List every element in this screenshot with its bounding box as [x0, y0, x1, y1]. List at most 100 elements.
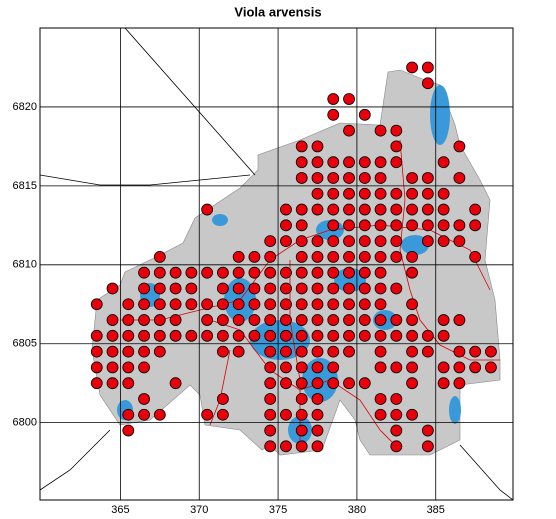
occurrence-dot: [122, 298, 135, 311]
occurrence-dot: [374, 219, 387, 232]
occurrence-dot: [453, 314, 466, 326]
occurrence-dot: [327, 93, 340, 105]
occurrence-dot: [232, 345, 245, 358]
occurrence-dot: [453, 235, 466, 248]
occurrence-dot: [295, 235, 308, 248]
occurrence-dot: [327, 156, 340, 169]
occurrence-dot: [421, 424, 434, 437]
occurrence-dot: [248, 266, 261, 279]
occurrence-dot: [390, 124, 403, 137]
occurrence-dot: [374, 156, 387, 169]
occurrence-dot: [374, 266, 387, 279]
occurrence-dot: [390, 250, 403, 263]
occurrence-dot: [374, 298, 387, 311]
occurrence-dot: [311, 203, 324, 216]
occurrence-dot: [169, 314, 182, 326]
occurrence-dot: [169, 329, 182, 342]
occurrence-dot: [106, 345, 119, 358]
occurrence-dot: [343, 329, 355, 342]
x-tick-label: 380: [348, 504, 366, 516]
occurrence-dot: [153, 282, 166, 295]
occurrence-dot: [343, 172, 355, 184]
occurrence-dot: [264, 235, 277, 248]
occurrence-dot: [390, 361, 403, 374]
occurrence-dot: [406, 187, 418, 200]
occurrence-dot: [280, 282, 292, 295]
occurrence-dot: [295, 424, 308, 437]
occurrence-dot: [153, 314, 166, 326]
occurrence-dot: [280, 408, 292, 421]
occurrence-dot: [216, 345, 229, 358]
occurrence-dot: [374, 408, 387, 421]
occurrence-dot: [421, 440, 434, 453]
occurrence-dot: [358, 219, 371, 232]
occurrence-dot: [122, 345, 135, 358]
occurrence-dot: [153, 266, 166, 279]
occurrence-dot: [358, 235, 371, 248]
occurrence-dot: [437, 314, 450, 326]
occurrence-dot: [311, 440, 324, 453]
occurrence-dot: [264, 282, 277, 295]
occurrence-dot: [437, 329, 450, 342]
occurrence-dot: [327, 108, 340, 121]
occurrence-dot: [390, 140, 403, 153]
occurrence-dot: [232, 314, 245, 326]
occurrence-dot: [280, 345, 292, 358]
occurrence-dot: [264, 393, 277, 405]
occurrence-dot: [421, 235, 434, 248]
occurrence-dot: [295, 282, 308, 295]
chart-title: Viola arvensis: [234, 4, 321, 19]
occurrence-dot: [311, 298, 324, 311]
occurrence-dot: [216, 266, 229, 279]
occurrence-dot: [311, 408, 324, 421]
occurrence-dot: [153, 329, 166, 342]
occurrence-dot: [106, 314, 119, 326]
occurrence-dot: [343, 235, 355, 248]
occurrence-dot: [280, 219, 292, 232]
occurrence-dot: [374, 314, 387, 326]
occurrence-dot: [406, 61, 418, 74]
occurrence-dot: [406, 314, 418, 326]
occurrence-dot: [406, 377, 418, 390]
occurrence-dot: [295, 172, 308, 184]
occurrence-dot: [390, 408, 403, 421]
occurrence-dot: [106, 329, 119, 342]
occurrence-dot: [295, 361, 308, 374]
occurrence-dot: [358, 298, 371, 311]
occurrence-dot: [248, 298, 261, 311]
occurrence-dot: [390, 203, 403, 216]
occurrence-dot: [122, 314, 135, 326]
occurrence-dot: [138, 298, 150, 311]
occurrence-dot: [485, 361, 497, 374]
occurrence-dot: [421, 345, 434, 358]
occurrence-dot: [374, 124, 387, 137]
y-tick-label: 6805: [13, 338, 37, 350]
occurrence-dot: [374, 187, 387, 200]
occurrence-dot: [216, 298, 229, 311]
occurrence-dot: [327, 361, 340, 374]
occurrence-dot: [185, 298, 198, 311]
occurrence-dot: [453, 345, 466, 358]
occurrence-dot: [216, 393, 229, 405]
occurrence-dot: [469, 219, 482, 232]
occurrence-dot: [169, 298, 182, 311]
occurrence-dot: [90, 377, 103, 390]
occurrence-dot: [264, 250, 277, 263]
occurrence-dot: [358, 266, 371, 279]
occurrence-dot: [327, 187, 340, 200]
occurrence-dot: [295, 440, 308, 453]
occurrence-dot: [264, 298, 277, 311]
occurrence-dot: [343, 314, 355, 326]
occurrence-dot: [453, 361, 466, 374]
occurrence-dot: [437, 235, 450, 248]
occurrence-dot: [343, 156, 355, 169]
occurrence-dot: [406, 203, 418, 216]
occurrence-dot: [327, 250, 340, 263]
occurrence-dot: [327, 377, 340, 390]
occurrence-dot: [469, 361, 482, 374]
occurrence-dot: [406, 345, 418, 358]
occurrence-dot: [201, 298, 214, 311]
axis-labels: 365 370 375 380 385 6800 6805 6810 6815 6820: [13, 101, 445, 516]
occurrence-dot: [311, 187, 324, 200]
grid: [40, 28, 513, 500]
